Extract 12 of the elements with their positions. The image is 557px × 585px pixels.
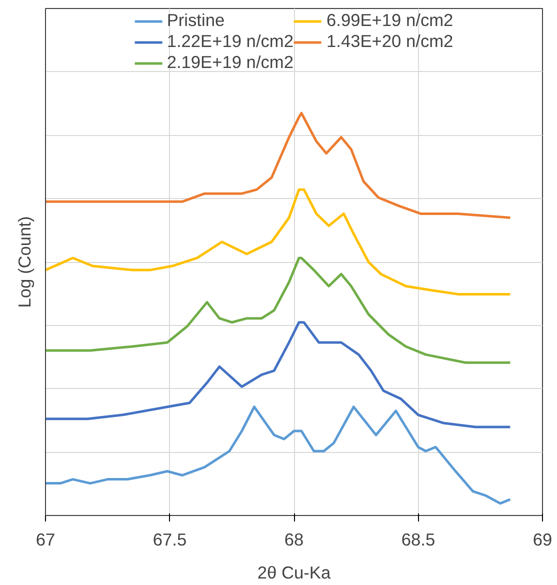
x-tick-label: 69 — [532, 530, 552, 550]
legend-label: 2.19E+19 n/cm2 — [166, 52, 294, 73]
x-tick-label: 67.5 — [152, 530, 187, 550]
x-axis-title: 2θ Cu-Ka — [257, 562, 331, 582]
legend-label: 6.99E+19 n/cm2 — [326, 10, 454, 31]
legend-label: 1.43E+20 n/cm2 — [326, 31, 454, 52]
x-tick-label: 68 — [284, 530, 304, 550]
x-tick-label: 68.5 — [401, 530, 436, 550]
x-tick-label: 67 — [36, 530, 56, 550]
legend-label: Pristine — [166, 10, 225, 31]
y-axis-title: Log (Count) — [14, 216, 34, 308]
legend-label: 1.22E+19 n/cm2 — [166, 31, 294, 52]
